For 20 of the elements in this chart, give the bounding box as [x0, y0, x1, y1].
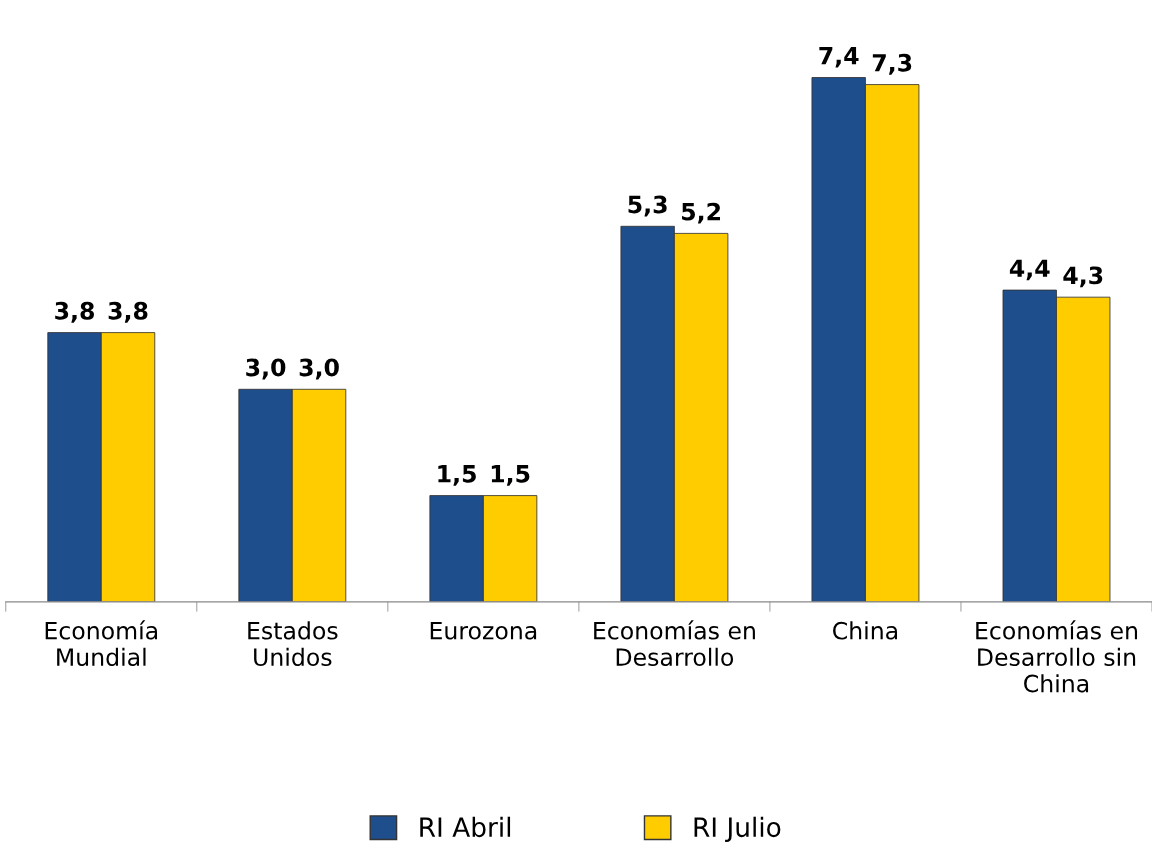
x-tick-label: Economía Mundial — [45, 620, 158, 667]
data-label: 1,5 — [438, 465, 476, 486]
data-label: 3,0 — [299, 358, 339, 380]
legend-label: RI Abril — [420, 816, 511, 838]
data-label: 3,8 — [55, 301, 94, 323]
data-label: 7,3 — [872, 53, 912, 75]
data-label: 3,0 — [246, 358, 286, 380]
data-label: 5,3 — [628, 195, 667, 217]
x-tick-label: Economías en Desarrollo sin China — [976, 620, 1138, 693]
legend-label: RI Julio — [694, 816, 781, 843]
data-label: 4,4 — [1009, 259, 1050, 281]
x-tick-label: Estados Unidos — [248, 621, 338, 667]
data-label: 1,5 — [491, 465, 530, 486]
data-label: 7,4 — [819, 47, 859, 68]
data-label: 5,2 — [682, 202, 721, 224]
x-tick-label: Eurozona — [430, 622, 537, 640]
x-tick-label: Economías en Desarrollo — [594, 620, 755, 667]
x-tick-label: China — [833, 621, 898, 640]
data-label: 4,3 — [1063, 266, 1103, 288]
data-label: 3,8 — [108, 301, 148, 323]
